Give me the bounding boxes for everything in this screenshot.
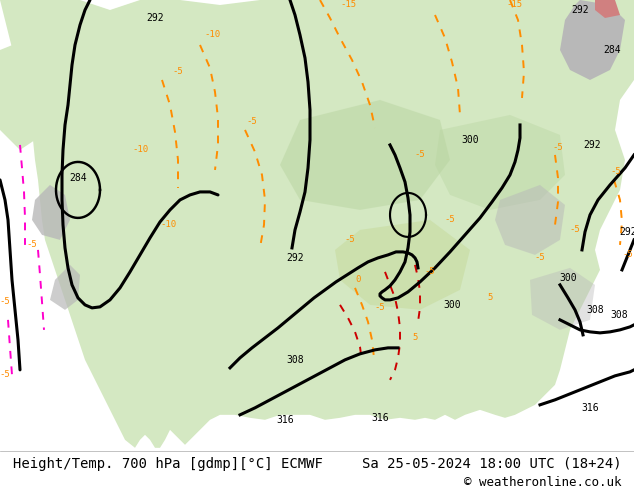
Polygon shape xyxy=(560,0,625,80)
Text: -5: -5 xyxy=(569,225,580,234)
Text: 284: 284 xyxy=(69,173,87,183)
Text: Height/Temp. 700 hPa [gdmp][°C] ECMWF: Height/Temp. 700 hPa [gdmp][°C] ECMWF xyxy=(13,457,323,471)
Polygon shape xyxy=(50,265,80,310)
Polygon shape xyxy=(0,0,634,448)
Polygon shape xyxy=(530,268,595,330)
Text: 300: 300 xyxy=(559,273,577,283)
Text: -5: -5 xyxy=(247,118,257,126)
Polygon shape xyxy=(495,185,565,255)
Text: Sa 25-05-2024 18:00 UTC (18+24): Sa 25-05-2024 18:00 UTC (18+24) xyxy=(361,457,621,471)
Polygon shape xyxy=(595,0,620,18)
Polygon shape xyxy=(0,40,50,150)
Text: -5: -5 xyxy=(444,216,455,224)
Polygon shape xyxy=(32,185,70,240)
Text: -5: -5 xyxy=(553,144,564,152)
Polygon shape xyxy=(335,220,470,310)
Text: -5: -5 xyxy=(415,150,425,159)
Text: 300: 300 xyxy=(461,135,479,145)
Text: 300: 300 xyxy=(443,300,461,310)
Text: -15: -15 xyxy=(340,0,356,9)
Text: 292: 292 xyxy=(583,140,601,150)
Text: 308: 308 xyxy=(286,355,304,365)
Text: 316: 316 xyxy=(276,415,294,425)
Text: 292: 292 xyxy=(286,253,304,263)
Text: -5: -5 xyxy=(534,253,545,263)
Text: -5: -5 xyxy=(611,168,621,176)
Text: 316: 316 xyxy=(371,413,389,423)
Polygon shape xyxy=(435,115,565,210)
Polygon shape xyxy=(280,100,450,210)
Text: 292: 292 xyxy=(571,5,589,15)
Text: -10: -10 xyxy=(132,146,148,154)
Text: 292: 292 xyxy=(146,13,164,23)
Text: -5: -5 xyxy=(172,68,183,76)
Text: -5: -5 xyxy=(623,250,633,259)
Text: -5: -5 xyxy=(375,303,385,313)
Text: 316: 316 xyxy=(581,403,598,413)
Text: -5: -5 xyxy=(345,235,356,245)
Text: © weatheronline.co.uk: © weatheronline.co.uk xyxy=(464,476,621,490)
Text: 292: 292 xyxy=(619,227,634,237)
Text: 308: 308 xyxy=(586,305,604,315)
Text: 0: 0 xyxy=(355,275,361,284)
Text: -10: -10 xyxy=(160,220,176,229)
Text: 5: 5 xyxy=(488,294,493,302)
Text: -10: -10 xyxy=(205,30,221,40)
Text: -5: -5 xyxy=(0,370,10,379)
Text: 284: 284 xyxy=(603,45,621,55)
Text: -5: -5 xyxy=(0,297,10,306)
Text: 5: 5 xyxy=(412,333,418,343)
Text: -15: -15 xyxy=(506,0,522,9)
Text: 308: 308 xyxy=(610,310,628,320)
Text: -5: -5 xyxy=(27,241,37,249)
Text: -5: -5 xyxy=(425,268,436,276)
